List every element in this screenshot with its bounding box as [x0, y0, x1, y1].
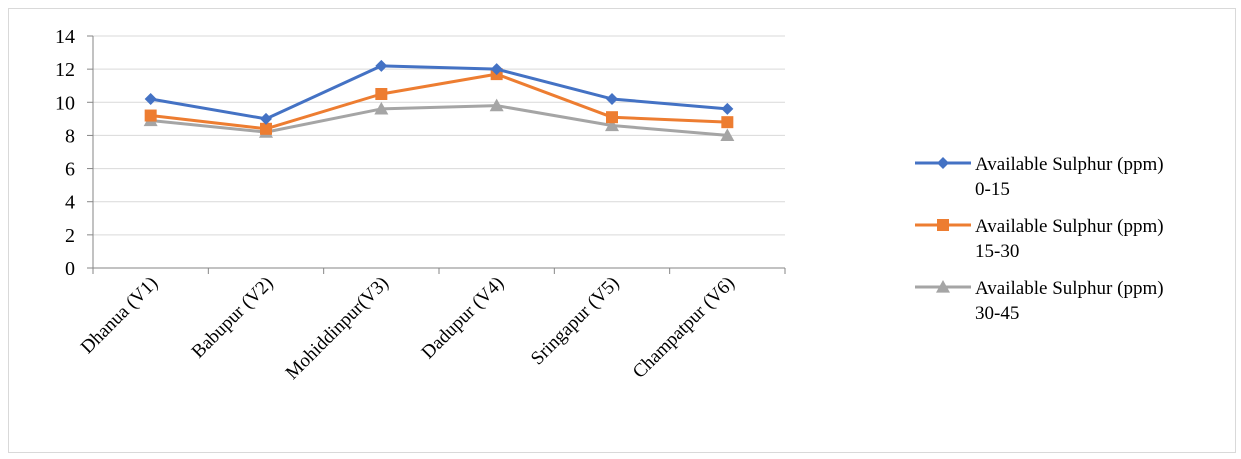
x-category-label: Champatpur (V6) — [629, 273, 739, 383]
legend-marker — [937, 219, 949, 231]
x-category-label: Dhanua (V1) — [77, 273, 162, 358]
x-category-label: Mohiddinpur(V3) — [282, 273, 393, 384]
x-category-label: Dadupur (V4) — [418, 273, 509, 364]
series-line — [150, 72, 728, 131]
data-point — [144, 109, 157, 122]
line-chart: 0 2 4 6 8 10 12 14 Dhanua (V1) Babupur (V2) Mohidd… — [55, 26, 1164, 384]
series-line — [150, 64, 728, 121]
series-lines — [143, 59, 735, 142]
data-point — [260, 112, 272, 125]
legend-label: 0-15 — [975, 179, 1010, 200]
data-point — [721, 102, 734, 115]
data-point — [490, 63, 503, 76]
gridlines — [93, 35, 785, 269]
series-line — [150, 104, 728, 137]
data-point — [606, 92, 618, 105]
data-point — [260, 122, 272, 135]
data-point — [721, 116, 734, 129]
legend: Available Sulphur (ppm) 0-15 Available Sul… — [915, 154, 1164, 324]
legend-label: 30-45 — [975, 303, 1019, 324]
data-point — [375, 88, 388, 100]
legend-marker — [937, 157, 949, 169]
x-category-label: Babupur (V2) — [188, 273, 278, 363]
data-point — [375, 59, 388, 72]
legend-label: 15-30 — [975, 241, 1019, 262]
data-point — [144, 92, 157, 105]
data-point — [606, 111, 618, 124]
data-point — [605, 118, 619, 132]
chart-frame: 0 2 4 6 8 10 12 14 Dhanua (V1) Babupur (V2) Mohidd… — [8, 8, 1236, 453]
legend-marker — [936, 280, 950, 293]
y-tick-label: 8 — [65, 125, 75, 147]
data-point — [720, 128, 735, 142]
y-tick-label: 10 — [55, 92, 75, 114]
data-point — [374, 101, 389, 115]
legend-label: Available Sulphur (ppm) — [975, 154, 1164, 175]
legend-label: Available Sulphur (ppm) — [975, 278, 1164, 299]
y-tick-label: 4 — [65, 192, 75, 214]
data-point — [489, 98, 504, 112]
y-tick-label: 0 — [65, 258, 75, 280]
axes: 0 2 4 6 8 10 12 14 Dhanua (V1) Babupur (V2) Mohidd… — [55, 26, 786, 384]
legend-label: Available Sulphur (ppm) — [975, 216, 1164, 237]
y-tick-label: 2 — [65, 225, 75, 247]
y-tick-label: 14 — [55, 26, 75, 48]
x-category-label: Sringapur (V5) — [527, 273, 624, 370]
y-tick-label: 6 — [65, 159, 75, 181]
y-tick-label: 12 — [55, 59, 75, 81]
